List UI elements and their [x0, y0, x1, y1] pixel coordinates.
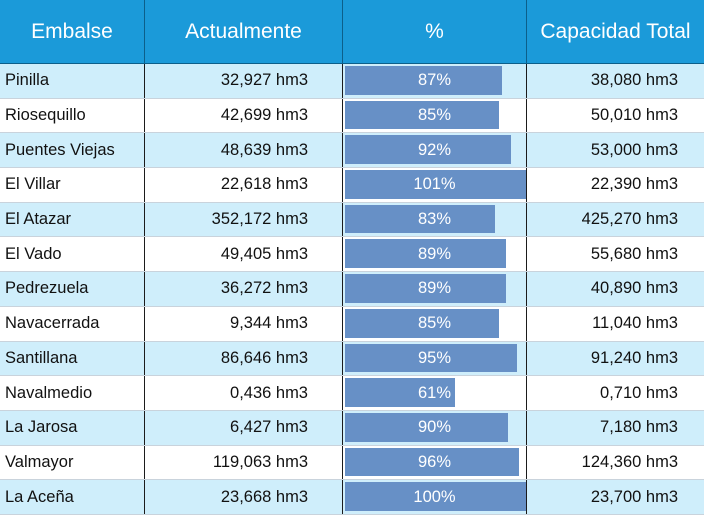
percent-data-bar: [345, 308, 499, 338]
cell-capacidad[interactable]: 124,360 hm3: [581, 452, 678, 471]
cell-embalse[interactable]: Santillana: [0, 341, 145, 376]
cell-percent[interactable]: 101%: [343, 168, 527, 202]
table-row: Valmayor 119,063 hm3 96% 124,360 hm3: [0, 445, 704, 481]
table-row: Puentes Viejas 48,639 hm3 92% 53,000 hm3: [0, 133, 704, 169]
cell-actualmente[interactable]: 42,699 hm3: [145, 98, 343, 133]
percent-label: 100%: [413, 487, 456, 506]
cell-actualmente[interactable]: 23,668 hm3: [145, 480, 343, 514]
cell-capacidad[interactable]: 50,010 hm3: [590, 106, 678, 125]
cell-percent[interactable]: 89%: [343, 237, 527, 272]
cell-actualmente[interactable]: 352,172 hm3: [145, 202, 343, 237]
cell-percent[interactable]: 92%: [343, 133, 527, 168]
header-capacidad[interactable]: Capacidad Total: [540, 19, 691, 43]
cell-actualmente[interactable]: 48,639 hm3: [145, 133, 343, 168]
table-header: Embalse Actualmente % Capacidad Total: [0, 0, 704, 64]
cell-percent[interactable]: 89%: [343, 272, 527, 306]
table-row: Navalmedio 0,436 hm3 61% 0,710 hm3: [0, 376, 704, 411]
cell-capacidad[interactable]: 23,700 hm3: [590, 487, 678, 506]
table-row: El Vado 49,405 hm3 89% 55,680 hm3: [0, 237, 704, 273]
cell-capacidad[interactable]: 53,000 hm3: [590, 140, 678, 159]
percent-data-bar: [345, 204, 495, 234]
cell-percent[interactable]: 95%: [343, 341, 527, 376]
cell-embalse[interactable]: La Jarosa: [0, 410, 145, 445]
cell-embalse[interactable]: Navalmedio: [0, 376, 145, 410]
percent-label: 92%: [417, 140, 452, 159]
table-body: Pinilla 32,927 hm3 87% 38,080 hm3 Riosequill…: [0, 64, 704, 515]
header-actualmente[interactable]: Actualmente: [145, 0, 343, 63]
percent-label: 87%: [417, 71, 452, 90]
percent-label: 85%: [417, 314, 452, 333]
cell-percent[interactable]: 83%: [343, 202, 527, 237]
percent-label: 89%: [417, 279, 452, 298]
cell-embalse[interactable]: El Atazar: [0, 202, 145, 237]
cell-capacidad[interactable]: 11,040 hm3: [592, 314, 678, 333]
cell-actualmente[interactable]: 6,427 hm3: [145, 410, 343, 445]
cell-capacidad[interactable]: 0,710 hm3: [600, 383, 678, 402]
percent-label: 89%: [417, 244, 452, 263]
cell-embalse[interactable]: La Aceña: [0, 480, 145, 514]
percent-label: 96%: [417, 452, 452, 471]
cell-embalse[interactable]: Puentes Viejas: [0, 133, 145, 168]
percent-data-bar: [345, 378, 455, 407]
cell-actualmente[interactable]: 49,405 hm3: [145, 237, 343, 272]
cell-embalse[interactable]: Valmayor: [0, 445, 145, 480]
percent-data-bar: [345, 343, 517, 373]
table-row: Santillana 86,646 hm3 95% 91,240 hm3: [0, 341, 704, 377]
cell-actualmente[interactable]: 86,646 hm3: [145, 341, 343, 376]
percent-label: 95%: [417, 348, 452, 367]
percent-label: 61%: [417, 383, 452, 402]
cell-percent[interactable]: 100%: [343, 480, 527, 514]
cell-capacidad[interactable]: 55,680 hm3: [590, 244, 678, 263]
percent-label: 85%: [417, 106, 452, 125]
table-row: Riosequillo 42,699 hm3 85% 50,010 hm3: [0, 98, 704, 134]
cell-actualmente[interactable]: 119,063 hm3: [145, 445, 343, 480]
cell-embalse[interactable]: El Villar: [0, 168, 145, 202]
cell-actualmente[interactable]: 9,344 hm3: [145, 306, 343, 341]
table-row: El Villar 22,618 hm3 101% 22,390 hm3: [0, 168, 704, 203]
cell-capacidad[interactable]: 425,270 hm3: [581, 210, 678, 229]
table-row: Pedrezuela 36,272 hm3 89% 40,890 hm3: [0, 272, 704, 307]
percent-label: 90%: [417, 418, 452, 437]
cell-actualmente[interactable]: 36,272 hm3: [145, 272, 343, 306]
cell-percent[interactable]: 90%: [343, 410, 527, 445]
cell-percent[interactable]: 96%: [343, 445, 527, 480]
table-row: La Aceña 23,668 hm3 100% 23,700 hm3: [0, 480, 704, 515]
percent-data-bar: [345, 239, 506, 269]
header-percent[interactable]: %: [343, 0, 527, 63]
header-embalse[interactable]: Embalse: [0, 0, 145, 63]
cell-capacidad[interactable]: 40,890 hm3: [590, 279, 678, 298]
cell-embalse[interactable]: Riosequillo: [0, 98, 145, 133]
cell-capacidad[interactable]: 22,390 hm3: [590, 175, 678, 194]
cell-embalse[interactable]: El Vado: [0, 237, 145, 272]
cell-embalse[interactable]: Navacerrada: [0, 306, 145, 341]
cell-capacidad[interactable]: 7,180 hm3: [600, 418, 678, 437]
percent-data-bar: [345, 100, 499, 130]
cell-percent[interactable]: 85%: [343, 98, 527, 133]
cell-capacidad[interactable]: 91,240 hm3: [590, 348, 678, 367]
percent-data-bar: [345, 447, 519, 477]
cell-percent[interactable]: 61%: [343, 376, 527, 410]
table-row: El Atazar 352,172 hm3 83% 425,270 hm3: [0, 202, 704, 238]
table-row: Pinilla 32,927 hm3 87% 38,080 hm3: [0, 64, 704, 99]
cell-actualmente[interactable]: 0,436 hm3: [145, 376, 343, 410]
percent-data-bar: [345, 482, 526, 511]
percent-data-bar: [345, 170, 526, 199]
percent-label: 83%: [417, 210, 452, 229]
cell-embalse[interactable]: Pinilla: [0, 64, 145, 98]
percent-data-bar: [345, 66, 503, 95]
cell-embalse[interactable]: Pedrezuela: [0, 272, 145, 306]
table-row: Navacerrada 9,344 hm3 85% 11,040 hm3: [0, 306, 704, 342]
percent-data-bar: [345, 135, 512, 165]
cell-percent[interactable]: 87%: [343, 64, 527, 98]
table-row: La Jarosa 6,427 hm3 90% 7,180 hm3: [0, 410, 704, 446]
percent-label: 101%: [413, 175, 456, 194]
percent-data-bar: [345, 274, 506, 303]
percent-data-bar: [345, 412, 508, 442]
cell-actualmente[interactable]: 32,927 hm3: [145, 64, 343, 98]
cell-percent[interactable]: 85%: [343, 306, 527, 341]
cell-capacidad[interactable]: 38,080 hm3: [590, 71, 678, 90]
cell-actualmente[interactable]: 22,618 hm3: [145, 168, 343, 202]
